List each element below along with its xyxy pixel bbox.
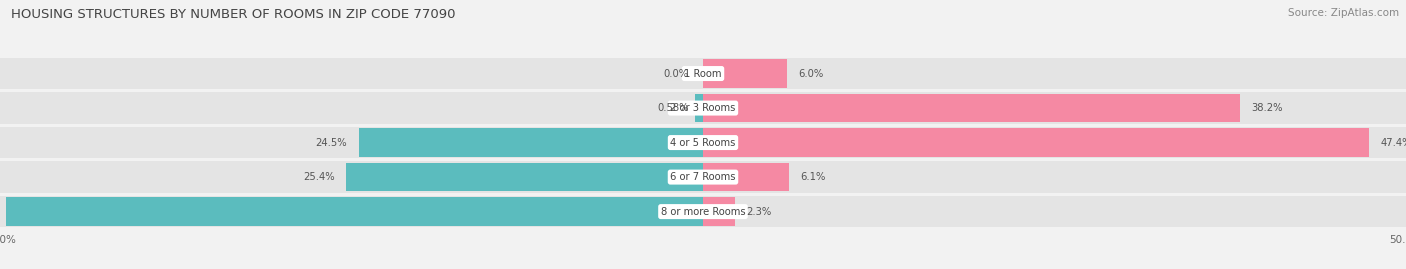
Bar (0, 58, 1406, 89)
Text: 2 or 3 Rooms: 2 or 3 Rooms (671, 103, 735, 113)
Text: 38.2%: 38.2% (1251, 103, 1282, 113)
Text: HOUSING STRUCTURES BY NUMBER OF ROOMS IN ZIP CODE 77090: HOUSING STRUCTURES BY NUMBER OF ROOMS IN… (11, 8, 456, 21)
Text: Source: ZipAtlas.com: Source: ZipAtlas.com (1288, 8, 1399, 18)
Text: 6.0%: 6.0% (799, 69, 824, 79)
Bar (0, 196, 1406, 228)
Bar (703, 163, 789, 191)
Bar (695, 94, 703, 122)
Text: 6 or 7 Rooms: 6 or 7 Rooms (671, 172, 735, 182)
Text: 4 or 5 Rooms: 4 or 5 Rooms (671, 137, 735, 148)
Bar (703, 128, 1369, 157)
Text: 2.3%: 2.3% (747, 207, 772, 217)
Text: 8 or more Rooms: 8 or more Rooms (661, 207, 745, 217)
Bar (0, 92, 1406, 124)
Bar (0, 161, 1406, 193)
Bar (6, 197, 703, 226)
Text: 24.5%: 24.5% (316, 137, 347, 148)
Text: 0.0%: 0.0% (664, 69, 689, 79)
Text: 0.58%: 0.58% (658, 103, 689, 113)
Bar (0, 127, 1406, 158)
Bar (346, 163, 703, 191)
Text: 47.4%: 47.4% (1381, 137, 1406, 148)
Text: 6.1%: 6.1% (800, 172, 825, 182)
Text: 1 Room: 1 Room (685, 69, 721, 79)
Bar (359, 128, 703, 157)
Bar (703, 59, 787, 88)
Text: 25.4%: 25.4% (304, 172, 335, 182)
Bar (703, 94, 1240, 122)
Bar (703, 197, 735, 226)
